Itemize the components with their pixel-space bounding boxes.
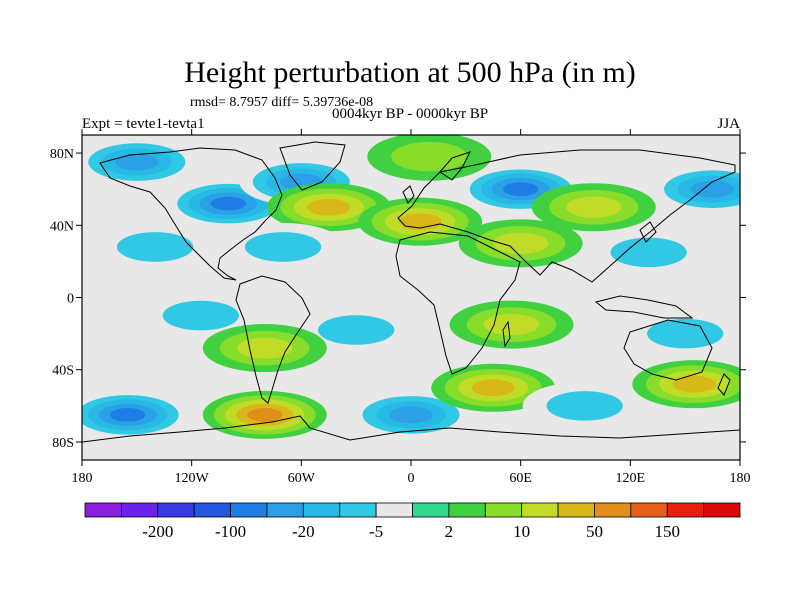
coastline-madagascar — [502, 320, 511, 348]
colorbar-swatch — [230, 502, 268, 518]
contour-band-16-1 — [647, 318, 724, 349]
colorbar-swatch — [557, 502, 595, 518]
colorbar-swatch — [302, 502, 341, 518]
colorbar-swatch — [594, 502, 632, 518]
contour-band-18-4 — [247, 408, 283, 422]
map-axes: 180 120W 60W 0 60E 120E 180 80N 40N 0 40S 80S — [50, 129, 751, 486]
colorbar-swatch — [339, 502, 377, 518]
y-tick-label: 40N — [50, 219, 74, 234]
season-label: JJA — [717, 116, 740, 132]
coastline-british-isles — [402, 185, 415, 204]
coastline-eurasia — [397, 149, 736, 283]
experiment-label: Expt = tevte1-tevta1 — [82, 116, 205, 132]
chart-title: Height perturbation at 500 hPa (in m) — [184, 56, 636, 89]
contour-band-5-4 — [502, 182, 539, 197]
coastline-africa — [395, 231, 521, 375]
colorbar-swatch — [666, 502, 705, 518]
coastline-japan — [639, 221, 657, 243]
contour-band-0-3 — [115, 153, 159, 171]
contour-band-20-3 — [471, 379, 515, 397]
x-tick-label: 180 — [72, 471, 93, 486]
coastline-greenland — [279, 141, 346, 191]
contour-band-13-1 — [162, 300, 239, 331]
coastline-scandinavia — [439, 151, 471, 181]
contour-band-21-2 — [483, 313, 540, 336]
contour-band-17-4 — [109, 408, 146, 422]
contour-band-9-1 — [116, 232, 194, 262]
contour-band-4-1 — [391, 141, 468, 172]
colorbar-label: -100 — [215, 522, 246, 541]
contour-map — [82, 135, 740, 460]
contour-band-14-1 — [318, 315, 395, 345]
y-tick-label: 80N — [50, 147, 74, 162]
coastline-antarctica — [82, 415, 740, 443]
colorbar-swatch — [412, 502, 450, 518]
colorbar-swatch — [521, 502, 559, 518]
coastline-new-zealand — [717, 373, 731, 396]
y-tick-label: 40S — [52, 364, 74, 379]
colorbar-swatch — [703, 502, 741, 518]
colorbar-swatch — [157, 502, 195, 518]
contour-band-7-2 — [566, 196, 622, 218]
coastline-australia — [623, 319, 713, 381]
colorbar-swatch — [448, 502, 486, 518]
y-tick-label: 0 — [67, 292, 74, 307]
x-tick-label: 60W — [288, 471, 316, 486]
colorbar-label: 150 — [654, 522, 680, 541]
colorbar-swatch — [375, 502, 413, 518]
contour-band-8-3 — [691, 180, 735, 198]
contour-band-3-3 — [307, 198, 351, 216]
colorbar-swatch — [484, 502, 523, 518]
colorbar-swatch — [193, 502, 231, 518]
contour-field — [82, 135, 740, 439]
colorbar-label: 10 — [513, 522, 530, 541]
contour-band-10-1 — [244, 232, 322, 262]
coastline-maritime-continent — [594, 295, 694, 319]
colorbar-swatch — [120, 502, 159, 518]
x-tick-label: 180 — [730, 471, 751, 486]
x-tick-label: 0 — [408, 471, 415, 486]
colorbar-swatch — [630, 502, 668, 518]
colorbar-label: -5 — [369, 522, 383, 541]
colorbar-swatch — [266, 502, 304, 518]
colorbar-label: -200 — [142, 522, 173, 541]
x-tick-label: 60E — [509, 471, 532, 486]
colorbar-label: 50 — [586, 522, 603, 541]
coastline-south-america — [235, 275, 311, 404]
contour-band-23-3 — [672, 375, 716, 393]
x-tick-label: 120W — [175, 471, 210, 486]
colorbar: -200 -100 -20 -5 2 10 50 150 — [84, 502, 741, 541]
x-tick-label: 120E — [616, 471, 646, 486]
colorbar-swatch — [84, 502, 122, 518]
chart-subtitle: 0004kyr BP - 0000kyr BP — [332, 106, 488, 122]
contour-band-19-3 — [389, 406, 433, 424]
coastline-north-america — [99, 147, 283, 281]
colorbar-label: 2 — [445, 522, 454, 541]
contour-band-12-1 — [610, 237, 687, 268]
colorbar-label: -20 — [292, 522, 315, 541]
contour-band-22-1 — [546, 391, 623, 421]
y-tick-label: 80S — [52, 436, 74, 451]
contour-band-11-2 — [493, 232, 549, 254]
coastlines — [82, 141, 740, 443]
contour-band-1-4 — [210, 196, 246, 211]
stats-line: rmsd= 8.7957 diff= 5.39736e-08 — [190, 95, 373, 110]
